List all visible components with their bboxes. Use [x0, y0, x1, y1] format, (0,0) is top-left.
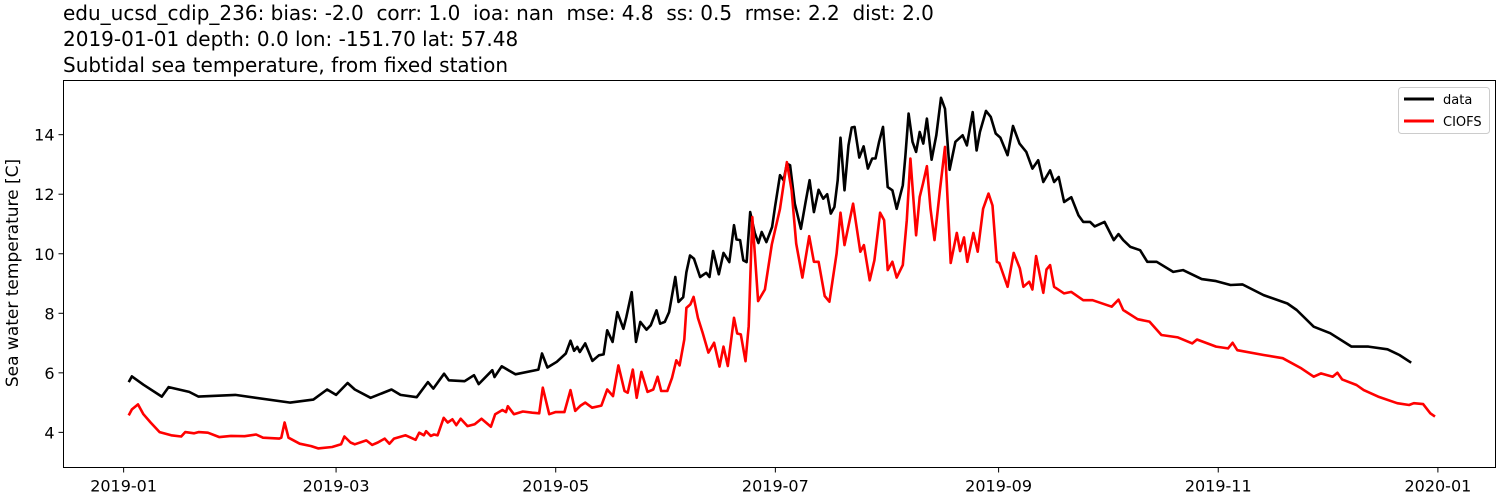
y-axis-label: Sea water temperature [C]: [3, 159, 23, 387]
x-tick-label: 2019-09: [965, 477, 1032, 496]
legend-label-data: data: [1443, 93, 1472, 108]
x-tick-label: 2019-11: [1185, 477, 1252, 496]
chart-title-line-2: 2019-01-01 depth: 0.0 lon: -151.70 lat: …: [63, 27, 519, 51]
series-line-data: [127, 96, 1412, 404]
y-tick-label: 10: [34, 245, 54, 264]
x-tick-label: 2019-05: [522, 477, 589, 496]
y-tick-label: 12: [34, 185, 54, 204]
y-tick-label: 4: [44, 423, 54, 442]
legend: data CIOFS: [1398, 87, 1490, 134]
y-tick-label: 6: [44, 364, 54, 383]
x-tick-label: 2020-01: [1404, 477, 1471, 496]
series-line-ciofs: [127, 145, 1436, 450]
x-tick-label: 2019-01: [90, 477, 157, 496]
plot-frame: [63, 80, 1496, 468]
y-tick-label: 8: [44, 304, 54, 323]
y-tick-label: 14: [34, 126, 54, 145]
x-tick-label: 2019-07: [742, 477, 809, 496]
chart-title-line-1: edu_ucsd_cdip_236: bias: -2.0 corr: 1.0 …: [63, 1, 934, 25]
x-tick-label: 2019-03: [303, 477, 370, 496]
legend-label-ciofs: CIOFS: [1443, 115, 1482, 130]
chart-title-line-3: Subtidal sea temperature, from fixed sta…: [63, 53, 508, 77]
